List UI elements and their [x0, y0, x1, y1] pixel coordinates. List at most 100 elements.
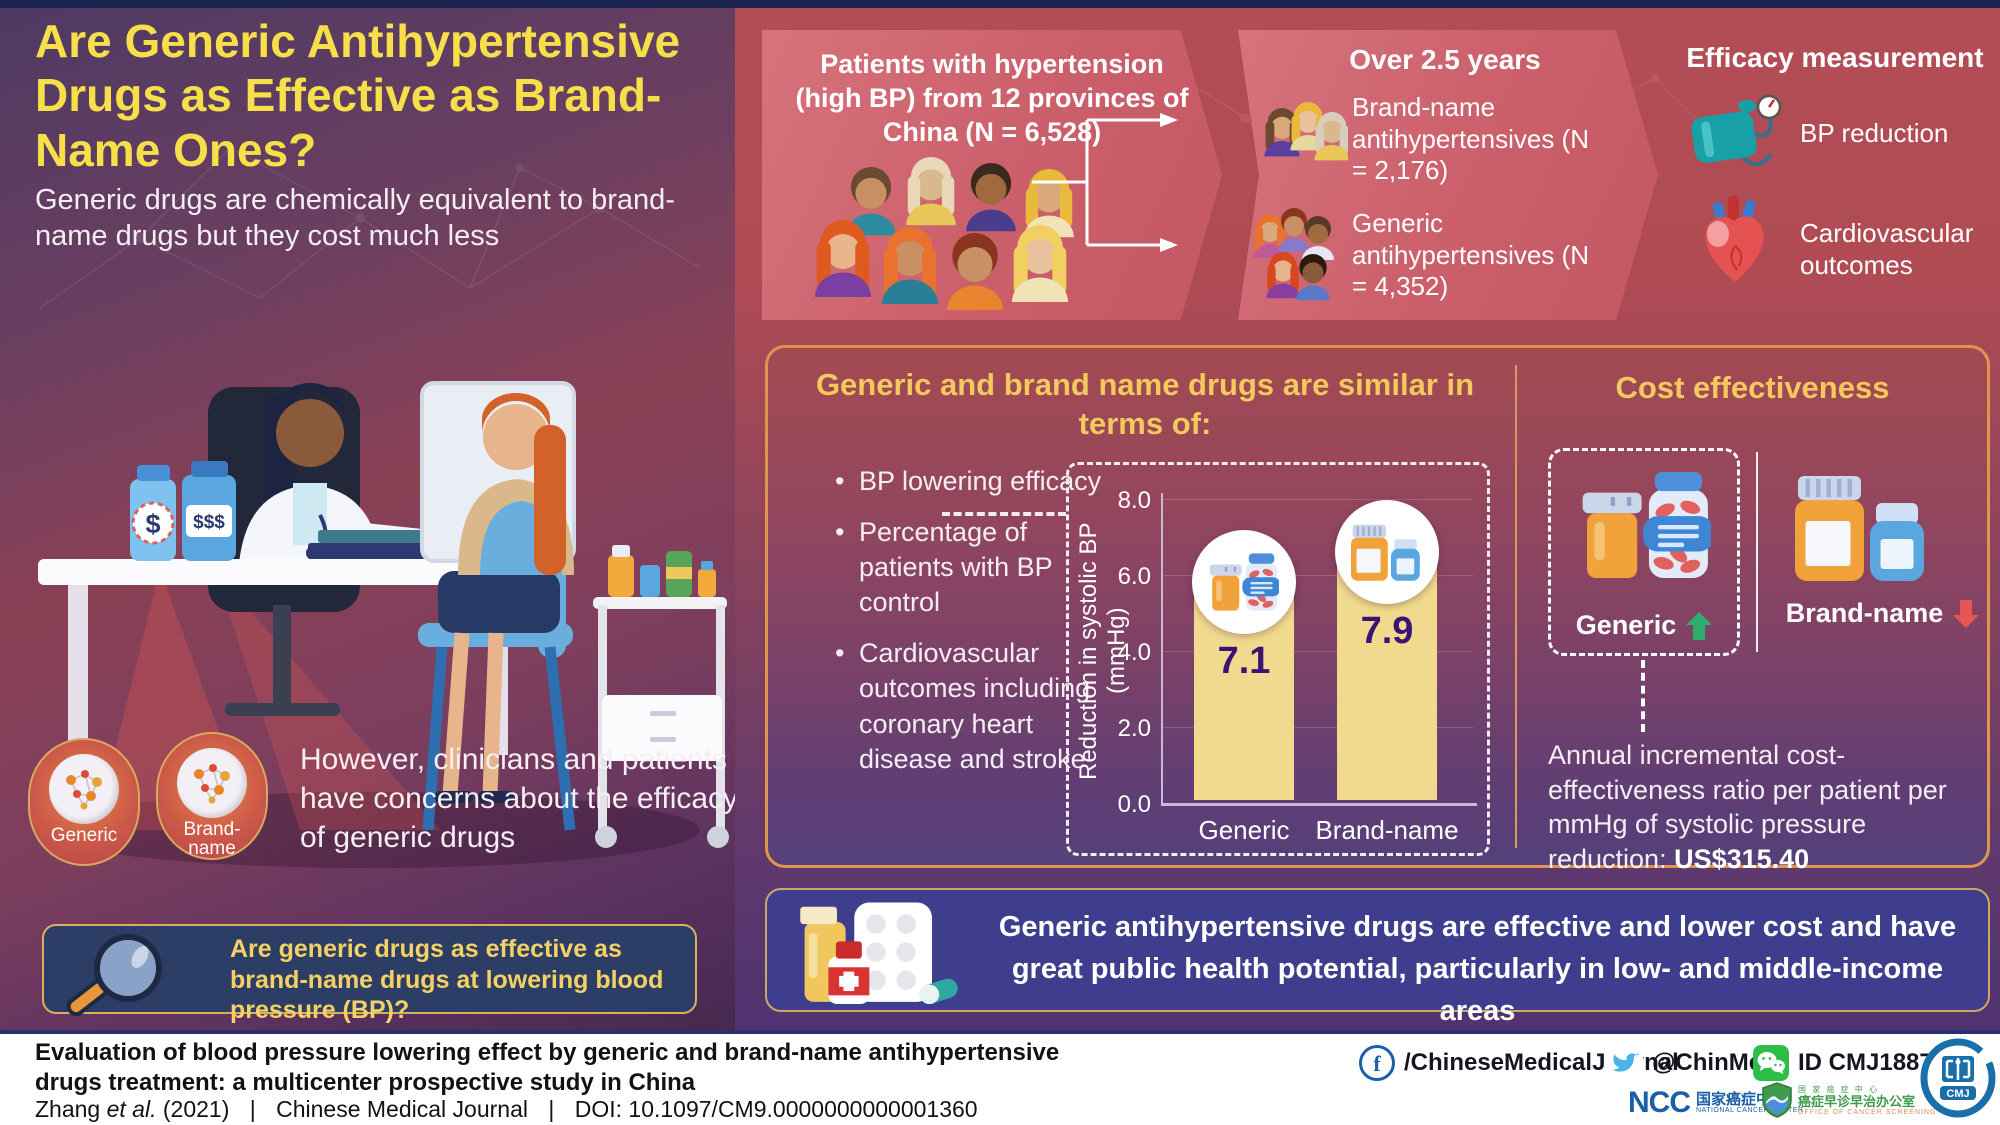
top-border-strip — [0, 0, 2000, 8]
wechat-handle[interactable]: ID CMJ1887 — [1752, 1044, 1933, 1082]
medicines-icon — [800, 902, 958, 1004]
dashed-connector-line — [942, 512, 1066, 516]
badge-label: Generic — [50, 825, 118, 846]
split-arrows — [1032, 113, 1178, 252]
concern-text: However, clinicians and patients have co… — [300, 743, 739, 854]
magnifier-icon — [66, 934, 162, 1017]
cancer-screening-logo: 国 家 癌 症 中 心 癌症早诊早治办公室 OFFICE OF CANCER S… — [1762, 1082, 1936, 1118]
cost-generic-label: Generic — [1575, 610, 1677, 640]
bp-reduction-label: BP reduction — [1800, 118, 1949, 148]
screening-chinese: 癌症早诊早治办公室 — [1798, 1094, 1916, 1110]
gridline — [1163, 651, 1473, 652]
x-category-label: Generic — [1198, 815, 1290, 845]
similarity-heading: Generic and brand name drugs are similar… — [815, 367, 1475, 441]
screening-small-chinese: 国 家 癌 症 中 心 — [1798, 1085, 1880, 1095]
bar-value-label: 7.1 — [1217, 640, 1271, 683]
screening-english: OFFICE OF CANCER SCREENING — [1798, 1108, 1937, 1116]
generic-meds-icon — [1581, 469, 1711, 581]
down-arrow-icon — [1953, 599, 1980, 628]
citation-etal: et al. — [106, 1096, 157, 1122]
gridline — [1163, 499, 1473, 500]
svg-text:f: f — [1373, 1051, 1381, 1076]
efficacy-title: Efficacy measurement — [1686, 42, 1984, 73]
page-subtitle: Generic drugs are chemically equivalent … — [35, 184, 675, 253]
generic-group-icon — [1254, 208, 1334, 301]
citation-journal: Chinese Medical Journal — [276, 1096, 528, 1122]
ncc-abbr: NCC — [1628, 1086, 1691, 1119]
y-tick: 4.0 — [1117, 639, 1151, 666]
cost-generic-row: Generic — [1551, 610, 1737, 641]
bullet-cardio: Cardiovascular outcomes including corona… — [835, 636, 1125, 776]
separator: | — [249, 1096, 256, 1122]
gridline — [1163, 727, 1473, 728]
x-category-label: Brand-name — [1315, 815, 1459, 845]
y-tick: 6.0 — [1117, 563, 1151, 590]
cost-brand-label: Brand-name — [1785, 598, 1944, 628]
similarity-bullet-list: BP lowering efficacy Percentage of patie… — [795, 464, 1125, 793]
generic-group-text: Generic antihypertensives (N = 4,352) — [1352, 208, 1589, 302]
bp-cuff-icon — [1691, 94, 1782, 166]
citation-line: Zhang et al. (2021) | Chinese Medical Jo… — [35, 1096, 1135, 1123]
wechat-icon — [1753, 1045, 1789, 1081]
bullet-bp-efficacy: BP lowering efficacy — [835, 464, 1125, 499]
up-arrow-icon — [1686, 611, 1713, 640]
bp-reduction-chart: Reduction in systolic BP (mmHg) 8.0 6.0 … — [1066, 462, 1490, 856]
duration-heading: Over 2.5 years — [1349, 44, 1541, 75]
citation-year: (2021) — [162, 1096, 230, 1122]
cmj-logo: CMJ — [1920, 1038, 1996, 1118]
citation-title: Evaluation of blood pressure lowering ef… — [35, 1039, 1060, 1096]
y-tick: 0.0 — [1117, 791, 1151, 818]
conclusion-text: Generic antihypertensive drugs are effec… — [998, 911, 1957, 1028]
bar-brand: 7.9 — [1335, 499, 1439, 800]
patients-text: Patients with hypertension (high BP) fro… — [795, 49, 1189, 147]
badge-label: Brand-name — [183, 819, 241, 859]
facebook-icon: f — [1359, 1045, 1395, 1081]
molecule-icon — [49, 754, 119, 824]
y-axis-line — [1161, 493, 1163, 805]
dashed-connector-vertical — [1641, 660, 1645, 732]
bar-generic: 7.1 — [1192, 530, 1296, 800]
separator: | — [548, 1096, 555, 1122]
generic-meds-icon — [1192, 530, 1296, 635]
cost-separator-line — [1756, 452, 1758, 652]
y-tick: 2.0 — [1117, 715, 1151, 742]
dollar-generic-label: $ — [145, 509, 160, 539]
patient-crowd-icon — [815, 157, 1074, 310]
panel-divider-line — [1515, 365, 1517, 848]
cost-generic-box: Generic — [1548, 448, 1740, 656]
cardio-outcomes-label: Cardiovascular outcomes — [1800, 218, 1974, 280]
wechat-text: ID CMJ1887 — [1798, 1049, 1933, 1076]
gridline — [1163, 575, 1473, 576]
brand-drug-badge: Brand-name — [156, 732, 268, 860]
citation-author: Zhang — [35, 1096, 101, 1122]
bullet-bp-control: Percentage of patients with BP control — [835, 515, 1125, 620]
molecule-icon — [177, 748, 247, 818]
footer — [0, 1030, 2000, 1125]
dollar-brand-label: $$$ — [193, 512, 225, 533]
cmj-text: CMJ — [1946, 1088, 1969, 1100]
generic-drug-badge: Generic — [28, 738, 140, 866]
cost-note-text: Annual incremental cost-effectiveness ra… — [1548, 740, 1947, 874]
heart-icon — [1705, 196, 1764, 282]
cost-note-value: US$315.40 — [1674, 843, 1810, 874]
brand-meds-icon — [1335, 499, 1439, 604]
citation-doi: DOI: 10.1097/CM9.0000000000001360 — [574, 1096, 978, 1122]
brand-group-text: Brand-name antihypertensives (N = 2,176) — [1352, 92, 1589, 186]
bar-value-label: 7.9 — [1360, 609, 1414, 652]
brand-group-icon — [1264, 102, 1348, 161]
page-title: Are Generic Antihypertensive Drugs as Ef… — [35, 15, 681, 176]
twitter-handle[interactable]: @ChinMedJ — [1606, 1044, 1790, 1082]
ncc-english: NATIONAL CANCER CENTER — [1696, 1107, 1804, 1115]
cost-note: Annual incremental cost-effectiveness ra… — [1548, 738, 1986, 876]
x-axis-line — [1161, 803, 1477, 806]
cost-brand-row: Brand-name — [1775, 598, 1990, 629]
conclusion-banner — [765, 888, 1990, 1012]
research-question: Are generic drugs as effective as brand-… — [230, 935, 664, 1024]
cost-heading: Cost effectiveness — [1615, 370, 1890, 405]
network-pattern-decoration — [39, 147, 701, 309]
shield-icon — [1762, 1082, 1792, 1118]
y-tick: 8.0 — [1117, 487, 1151, 514]
brand-meds-icon — [1795, 470, 1930, 584]
twitter-icon — [1606, 1044, 1644, 1082]
